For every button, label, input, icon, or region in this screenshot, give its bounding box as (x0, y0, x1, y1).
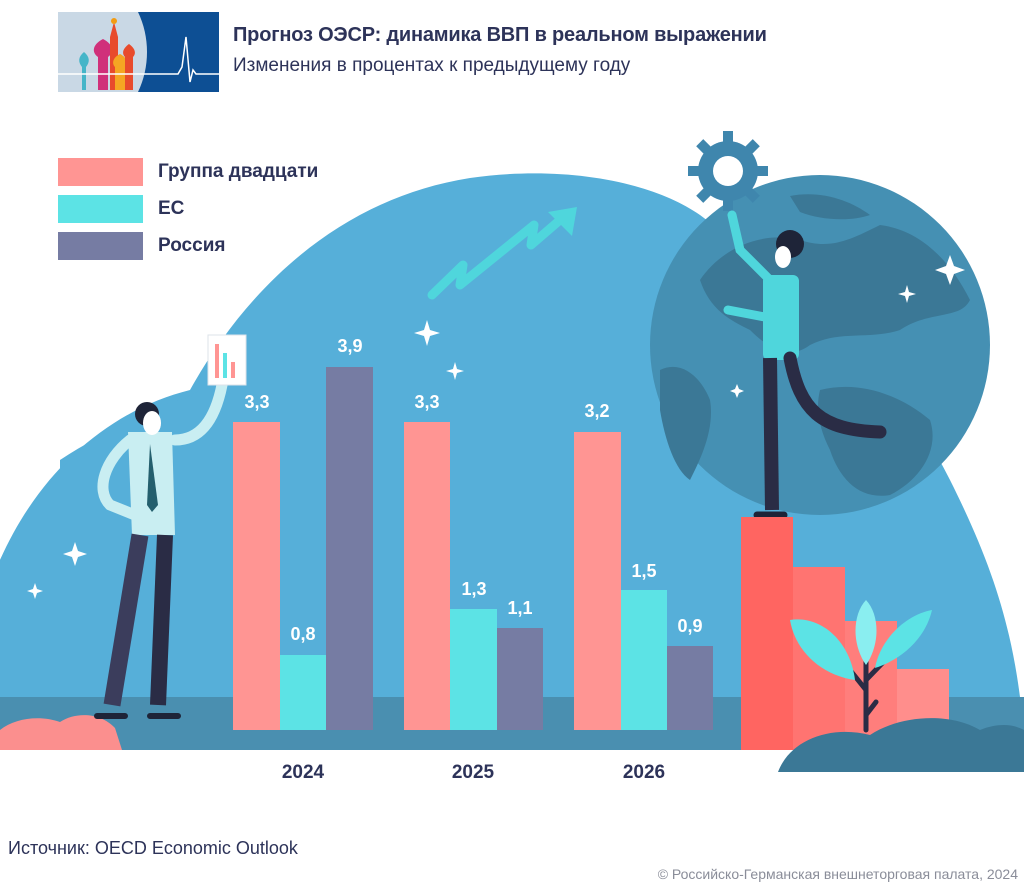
teal-bush (778, 718, 1024, 772)
source-note: Источник: OECD Economic Outlook (8, 838, 298, 858)
bar-russia-2025 (497, 628, 543, 730)
bar-g20-2026 (574, 432, 621, 730)
plant-icon (790, 600, 932, 733)
legend-label: Группа двадцати (158, 161, 319, 182)
x-axis-label-2026: 2026 (622, 762, 666, 783)
value-label: 1,5 (631, 561, 657, 581)
logo (58, 12, 219, 92)
legend-swatch-eu (58, 195, 143, 223)
page-subtitle: Изменения в процентах к предыдущему году (233, 55, 631, 76)
bar-eu-2025 (450, 609, 497, 730)
value-label: 3,9 (337, 336, 363, 356)
value-label: 0,8 (290, 624, 316, 644)
pink-bush (0, 715, 122, 750)
legend-swatch-g20 (58, 158, 143, 186)
bar-russia-2024 (326, 367, 373, 730)
bar-eu-2024 (280, 655, 326, 730)
value-label: 1,1 (507, 598, 533, 618)
globe-icon (650, 175, 990, 515)
value-label: 3,3 (244, 392, 270, 412)
x-axis-label-2024: 2024 (281, 762, 325, 783)
sparkle-icons (27, 255, 965, 599)
value-label: 1,3 (461, 579, 487, 599)
legend-item-russia: Россия (58, 232, 225, 260)
bar-eu-2026 (621, 590, 667, 730)
kremlin-cathedral-pulse-logo-icon (58, 12, 219, 92)
legend-swatch-russia (58, 232, 143, 260)
value-label: 3,2 (584, 401, 610, 421)
bar-g20-2024 (233, 422, 280, 730)
legend-label: ЕС (158, 198, 185, 219)
bar-russia-2026 (667, 646, 713, 730)
legend-item-eu: ЕС (58, 195, 184, 223)
page-title: Прогноз ОЭСР: динамика ВВП в реальном вы… (233, 24, 767, 46)
man-figure (94, 334, 247, 719)
value-label: 0,9 (677, 616, 703, 636)
legend-label: Россия (158, 235, 226, 256)
bar-g20-2025 (404, 422, 450, 730)
value-label: 3,3 (414, 392, 440, 412)
woman-figure (723, 210, 887, 519)
trend-arrow-icon (427, 207, 577, 300)
gear-icon (688, 131, 768, 211)
legend-item-g20: Группа двадцати (58, 158, 318, 186)
x-axis-label-2025: 2025 (451, 762, 495, 783)
copyright-note: © Российско-Германская внешнеторговая па… (657, 866, 1018, 882)
